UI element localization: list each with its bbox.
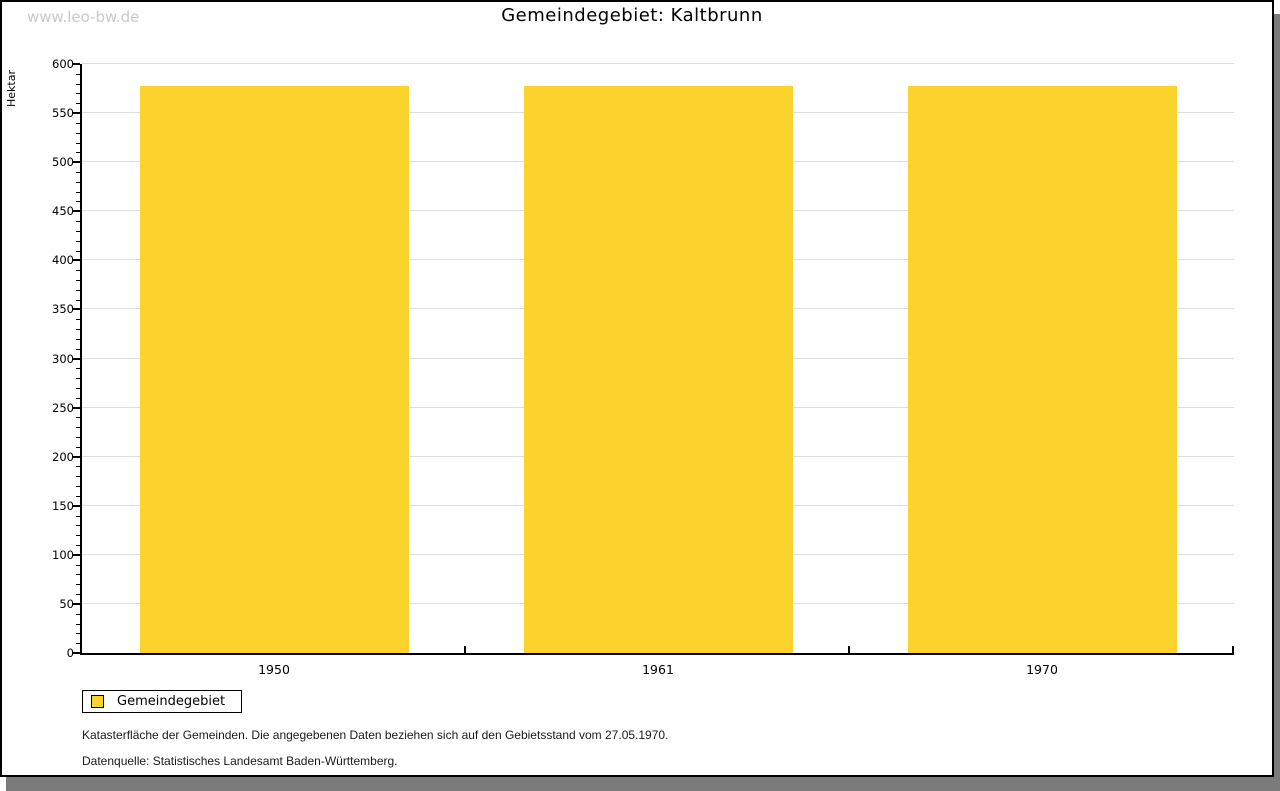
y-tick-label: 350 xyxy=(52,302,74,316)
y-minor-tick xyxy=(76,496,80,497)
y-minor-tick xyxy=(76,447,80,448)
footnote-data-source: Datenquelle: Statistisches Landesamt Bad… xyxy=(82,754,398,768)
y-major-tick xyxy=(73,505,80,507)
y-axis-line xyxy=(80,64,82,655)
x-tick-label: 1950 xyxy=(258,662,290,677)
x-tick xyxy=(464,646,466,653)
plot-area: 0 50 100 150 200 250 300 350 400 450 500 550 600 1950… xyxy=(52,57,1234,677)
y-minor-tick xyxy=(76,594,80,595)
y-minor-tick xyxy=(76,74,80,75)
y-minor-tick xyxy=(76,614,80,615)
y-minor-tick xyxy=(76,319,80,320)
x-tick-label: 1970 xyxy=(1026,662,1058,677)
chart-title: Gemeindegebiet: Kaltbrunn xyxy=(501,5,763,26)
y-minor-tick xyxy=(76,388,80,389)
gridline xyxy=(82,63,1234,64)
y-minor-tick xyxy=(76,201,80,202)
y-minor-tick xyxy=(76,417,80,418)
y-minor-tick xyxy=(76,123,80,124)
y-tick-label: 50 xyxy=(59,597,74,611)
y-minor-tick xyxy=(76,574,80,575)
y-tick-label: 450 xyxy=(52,204,74,218)
bar xyxy=(524,86,793,653)
y-minor-tick xyxy=(76,476,80,477)
y-major-tick xyxy=(73,407,80,409)
y-minor-tick xyxy=(76,545,80,546)
bar xyxy=(908,86,1177,653)
legend: Gemeindegebiet xyxy=(82,690,243,713)
y-major-tick xyxy=(73,63,80,65)
x-tick-label: 1961 xyxy=(642,662,674,677)
y-minor-tick xyxy=(76,84,80,85)
y-major-tick xyxy=(73,603,80,605)
y-minor-tick xyxy=(76,93,80,94)
y-minor-tick xyxy=(76,466,80,467)
y-minor-tick xyxy=(76,143,80,144)
y-minor-tick xyxy=(76,221,80,222)
y-minor-tick xyxy=(76,516,80,517)
y-minor-tick xyxy=(76,437,80,438)
y-minor-tick xyxy=(76,231,80,232)
y-major-tick xyxy=(73,652,80,654)
y-tick-label: 500 xyxy=(52,155,74,169)
y-minor-tick xyxy=(76,378,80,379)
y-tick-label: 300 xyxy=(52,352,74,366)
legend-label: Gemeindegebiet xyxy=(117,694,226,709)
y-minor-tick xyxy=(76,368,80,369)
y-minor-tick xyxy=(76,329,80,330)
y-minor-tick xyxy=(76,182,80,183)
y-minor-tick xyxy=(76,486,80,487)
y-major-tick xyxy=(73,456,80,458)
y-minor-tick xyxy=(76,565,80,566)
y-tick-label: 100 xyxy=(52,548,74,562)
y-minor-tick xyxy=(76,241,80,242)
y-tick-label: 250 xyxy=(52,401,74,415)
y-tick-label: 600 xyxy=(52,57,74,71)
y-minor-tick xyxy=(76,152,80,153)
bar xyxy=(140,86,409,653)
y-major-tick xyxy=(73,112,80,114)
y-minor-tick xyxy=(76,339,80,340)
y-minor-tick xyxy=(76,584,80,585)
y-tick-label: 0 xyxy=(66,646,74,660)
y-tick-label: 400 xyxy=(52,253,74,267)
footnote-source-note: Katasterfläche der Gemeinden. Die angege… xyxy=(82,728,669,742)
y-major-tick xyxy=(73,358,80,360)
watermark: www.leo-bw.de xyxy=(27,8,140,26)
y-minor-tick xyxy=(76,251,80,252)
x-tick xyxy=(1232,646,1234,653)
y-minor-tick xyxy=(76,270,80,271)
y-tick-label: 150 xyxy=(52,499,74,513)
y-minor-tick xyxy=(76,300,80,301)
y-tick-label: 200 xyxy=(52,450,74,464)
y-minor-tick xyxy=(76,525,80,526)
y-minor-tick xyxy=(76,192,80,193)
y-minor-tick xyxy=(76,643,80,644)
chart-frame: www.leo-bw.de Gemeindegebiet: Kaltbrunn … xyxy=(0,0,1274,777)
y-major-tick xyxy=(73,554,80,556)
y-major-tick xyxy=(73,259,80,261)
y-minor-tick xyxy=(76,290,80,291)
y-minor-tick xyxy=(76,633,80,634)
y-minor-tick xyxy=(76,172,80,173)
y-major-tick xyxy=(73,308,80,310)
y-minor-tick xyxy=(76,349,80,350)
y-minor-tick xyxy=(76,103,80,104)
x-tick xyxy=(848,646,850,653)
y-major-tick xyxy=(73,161,80,163)
y-minor-tick xyxy=(76,624,80,625)
y-minor-tick xyxy=(76,535,80,536)
y-axis-label: Hektar xyxy=(5,70,18,107)
y-minor-tick xyxy=(76,133,80,134)
y-major-tick xyxy=(73,210,80,212)
x-axis-line xyxy=(80,653,1234,655)
y-minor-tick xyxy=(76,280,80,281)
y-tick-label: 550 xyxy=(52,106,74,120)
y-minor-tick xyxy=(76,398,80,399)
legend-swatch xyxy=(91,695,104,708)
y-minor-tick xyxy=(76,427,80,428)
